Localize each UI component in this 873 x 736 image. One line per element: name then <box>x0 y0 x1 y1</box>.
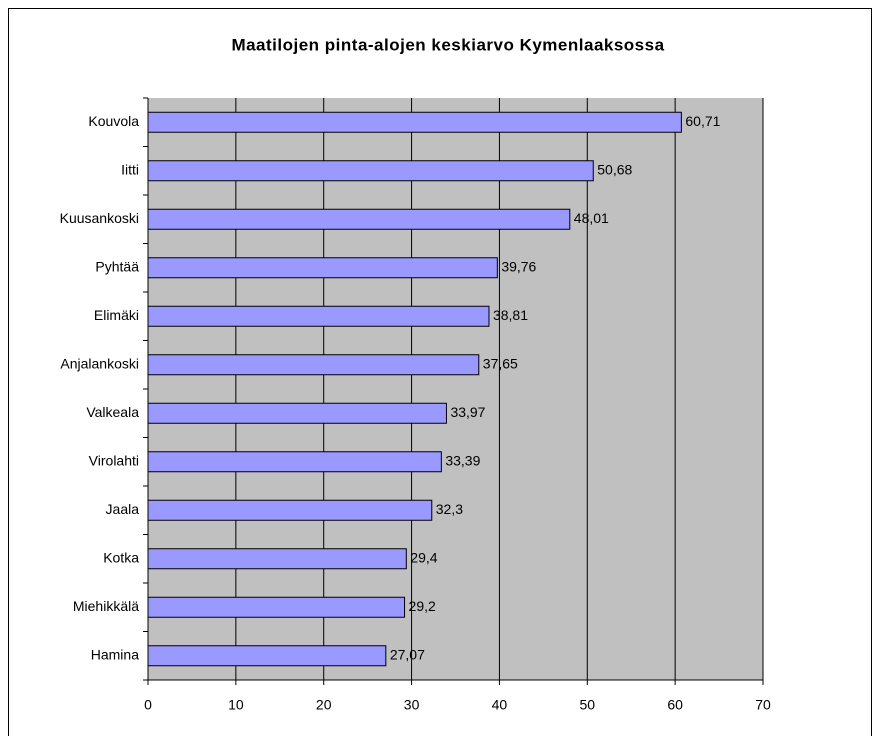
bar <box>147 596 406 618</box>
y-tick-label: Kotka <box>103 549 139 565</box>
x-tick-label: 20 <box>316 697 332 713</box>
bar <box>147 257 498 279</box>
value-label: 33,97 <box>450 404 485 420</box>
chart-title: Maatilojen pinta-alojen keskiarvo Kymenl… <box>231 35 664 54</box>
value-label: 50,68 <box>597 161 632 177</box>
bar <box>147 208 571 230</box>
x-tick-label: 30 <box>404 697 420 713</box>
value-label: 60,71 <box>685 113 720 129</box>
bar <box>147 354 480 376</box>
bar <box>147 499 433 521</box>
bar <box>147 402 447 424</box>
value-label: 48,01 <box>574 210 609 226</box>
bar <box>147 160 594 182</box>
bar <box>147 645 387 667</box>
value-label: 32,3 <box>436 501 463 517</box>
y-tick-label: Kouvola <box>88 113 139 129</box>
plot-area <box>148 98 763 680</box>
y-tick-label: Iitti <box>121 161 139 177</box>
x-tick-label: 10 <box>228 697 244 713</box>
x-tick-label: 60 <box>667 697 683 713</box>
y-tick-label: Jaala <box>106 501 140 517</box>
value-label: 29,4 <box>410 549 437 565</box>
y-tick-label: Valkeala <box>86 404 139 420</box>
y-tick-label: Kuusankoski <box>60 210 139 226</box>
bar <box>147 451 442 473</box>
y-tick-label: Hamina <box>91 646 139 662</box>
x-tick-label: 70 <box>755 697 771 713</box>
bar <box>147 548 407 570</box>
value-label: 38,81 <box>493 307 528 323</box>
x-tick-label: 0 <box>144 697 152 713</box>
value-label: 29,2 <box>409 598 436 614</box>
y-tick-label: Anjalankoski <box>60 355 139 371</box>
value-label: 37,65 <box>483 355 518 371</box>
y-tick-label: Pyhtää <box>95 258 139 274</box>
y-tick-label: Elimäki <box>94 307 139 323</box>
y-tick-label: Miehikkälä <box>73 598 139 614</box>
value-label: 39,76 <box>501 258 536 274</box>
x-tick-label: 40 <box>492 697 508 713</box>
y-tick-label: Virolahti <box>89 452 139 468</box>
bar <box>147 305 490 327</box>
value-label: 27,07 <box>390 646 425 662</box>
bar <box>147 111 682 133</box>
x-tick-label: 50 <box>579 697 595 713</box>
value-label: 33,39 <box>445 452 480 468</box>
